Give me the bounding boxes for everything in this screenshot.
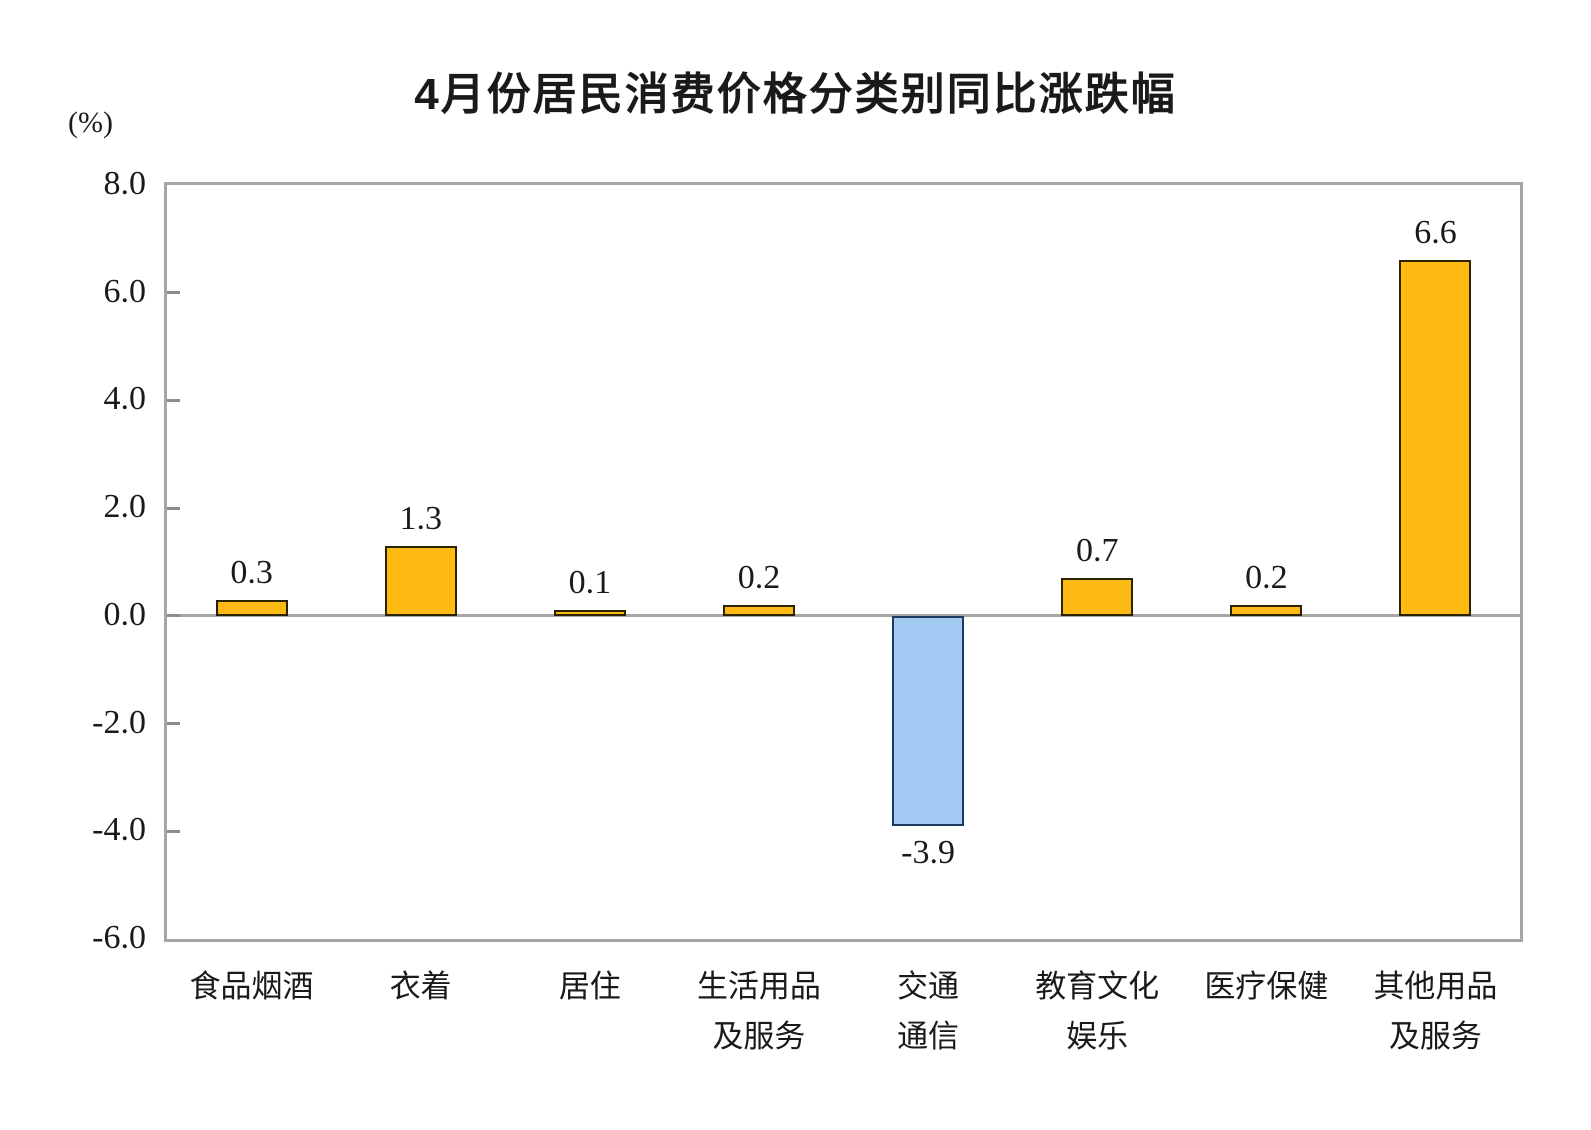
y-axis-tick-label: -6.0: [92, 919, 146, 956]
x-axis-label: 衣着: [389, 969, 452, 1004]
y-axis-tick-label: 8.0: [103, 165, 147, 202]
bar: [553, 610, 626, 616]
x-axis-label: 其他用品 及服务: [1373, 969, 1498, 1054]
y-axis-tick: [167, 506, 180, 510]
bar-value-label: 1.3: [399, 499, 442, 537]
bar: [1230, 605, 1303, 616]
x-axis-label: 食品烟酒: [189, 969, 314, 1004]
y-axis-tick-label: 0.0: [103, 595, 147, 633]
bar-value-label: -3.9: [901, 833, 955, 871]
x-axis-label: 居住: [558, 969, 621, 1004]
chart-title: 4月份居民消费价格分类别同比涨跌幅: [414, 70, 1177, 119]
y-axis-tick-label: 4.0: [103, 380, 147, 418]
y-axis-tick: [167, 829, 180, 833]
bar-value-label: 0.7: [1075, 532, 1119, 570]
y-axis-tick: [167, 291, 180, 295]
y-axis-tick: [167, 398, 180, 402]
y-axis-tick-label: -4.0: [92, 811, 146, 849]
bar-value-label: 6.6: [1414, 214, 1457, 252]
bar-value-label: 0.3: [230, 553, 273, 591]
bar-value-label: 0.1: [568, 564, 612, 602]
y-axis-tick-label: -2.0: [92, 703, 146, 741]
y-axis-tick: [167, 614, 180, 618]
x-axis-label: 教育文化 娱乐: [1035, 969, 1160, 1054]
x-axis-label: 医疗保健: [1204, 969, 1329, 1004]
x-axis-label: 生活用品 及服务: [696, 969, 821, 1054]
bar: [215, 599, 288, 616]
y-axis-tick: [167, 722, 180, 726]
bar: [722, 605, 795, 616]
plot-area: 0.3 1.3 0.1 0.2 -3.9 0.7 0.2 6.6: [164, 182, 1523, 942]
y-axis-tick-label: 6.0: [103, 272, 147, 310]
x-axis-label: 交通 通信: [897, 969, 960, 1054]
y-axis-tick-label: 2.0: [103, 488, 147, 526]
bar-value-label: 0.2: [737, 559, 781, 597]
zero-line: [167, 614, 1520, 618]
bar: [892, 615, 965, 826]
bar: [1399, 260, 1472, 616]
bar: [384, 545, 457, 616]
bar-value-label: 0.2: [1245, 559, 1288, 597]
y-axis-unit-label: (%): [68, 106, 113, 139]
bar: [1061, 578, 1134, 616]
